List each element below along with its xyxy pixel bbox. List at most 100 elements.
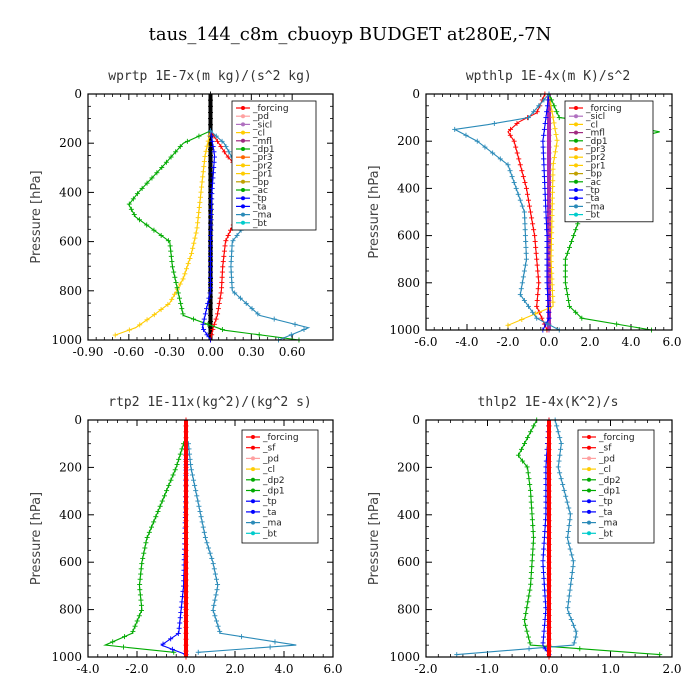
y-tick-label: 600 <box>397 555 420 569</box>
x-tick-label: 2.0 <box>225 662 244 676</box>
x-tick-label: 0.30 <box>238 345 265 359</box>
plot-frame <box>425 93 673 331</box>
legend-marker <box>241 130 245 135</box>
legend-marker <box>251 456 255 461</box>
legend-label: _dp1 <box>598 487 621 497</box>
panel-1: wprtp 1E-7x(m kg)/(s^2 kg) Pressure [hPa]… <box>29 69 334 359</box>
series-line-dp1 <box>507 93 548 331</box>
legend-label: _ac <box>252 186 268 196</box>
legend-label: _cl <box>262 465 275 475</box>
legend-label: _ta <box>252 202 267 212</box>
legend-label: _tp <box>585 186 600 196</box>
legend-label: _mfl <box>252 137 272 147</box>
panel-title: wprtp 1E-7x(m kg)/(s^2 kg) <box>108 69 312 84</box>
legend-label: _ta <box>262 508 277 518</box>
y-tick-label: 1000 <box>51 333 82 347</box>
legend-marker <box>251 509 255 514</box>
legend-marker <box>574 130 578 135</box>
legend-marker <box>587 509 591 514</box>
legend-marker <box>251 435 255 439</box>
x-tick-label: -4.0 <box>76 662 99 676</box>
legend-label: _forcing <box>585 104 622 114</box>
legend-label: _ma <box>252 211 272 221</box>
y-tick-label: 600 <box>397 229 420 243</box>
legend-label: _pr1 <box>252 170 273 180</box>
legend-label: _bp <box>252 178 269 188</box>
y-axis-label: Pressure [hPa] <box>367 492 382 585</box>
legend-marker <box>241 188 245 192</box>
x-tick-label: -1.0 <box>476 662 499 676</box>
plot-frame <box>87 419 334 658</box>
legend-label: _ta <box>598 508 613 518</box>
legend-label: _dp1 <box>585 137 608 147</box>
y-tick-label: 200 <box>59 460 82 474</box>
legend-label: _forcing <box>598 433 635 443</box>
x-tick-label: -2.0 <box>496 335 519 349</box>
y-tick-label: 0 <box>74 413 82 427</box>
x-tick-label: 4.0 <box>621 335 640 349</box>
legend-marker <box>587 477 591 482</box>
legend-label: _cl <box>598 465 611 475</box>
legend-label: _bt <box>262 529 277 539</box>
legend-marker <box>587 488 591 493</box>
legend-label: _sf <box>598 444 612 454</box>
panel-title: wpthlp 1E-4x(m K)/s^2 <box>466 69 630 84</box>
legend-marker <box>241 163 245 168</box>
legend-marker <box>574 106 578 110</box>
y-axis-label: Pressure [hPa] <box>367 165 382 258</box>
legend-label: _dp2 <box>598 476 621 486</box>
x-tick-label: -6.0 <box>414 335 437 349</box>
legend-marker <box>587 435 591 439</box>
y-tick-label: 1000 <box>389 650 420 664</box>
legend-marker <box>251 520 255 525</box>
legend-marker <box>587 445 591 450</box>
legend-label: _pr2 <box>252 161 273 171</box>
legend-label: _dp1 <box>262 487 285 497</box>
y-tick-label: 600 <box>59 555 82 569</box>
legend-marker <box>574 179 578 184</box>
legend-label: _sf <box>262 444 276 454</box>
plot-frame <box>425 419 673 658</box>
x-tick-label: 2.0 <box>580 335 599 349</box>
legend-label: _pr3 <box>252 153 273 163</box>
legend-label: _forcing <box>252 104 289 114</box>
y-tick-label: 800 <box>59 603 82 617</box>
legend-label: _ac <box>585 178 601 188</box>
legend-label: _mfl <box>585 129 605 139</box>
legend-marker <box>574 163 578 168</box>
y-axis-label: Pressure [hPa] <box>29 170 44 263</box>
legend-marker <box>241 155 245 160</box>
legend-box <box>241 429 319 544</box>
legend-box <box>577 429 655 544</box>
series-line-ac <box>128 130 300 341</box>
legend-label: _pd <box>598 454 615 464</box>
x-tick-label: 4.0 <box>274 662 293 676</box>
y-tick-label: 1000 <box>51 650 82 664</box>
y-tick-label: 0 <box>412 413 420 427</box>
legend-label: _bt <box>252 219 267 229</box>
legend-marker <box>241 138 245 143</box>
y-tick-label: 600 <box>59 235 82 249</box>
legend-label: _bt <box>585 211 600 221</box>
legend-label: _ma <box>598 519 618 529</box>
legend-marker <box>251 445 255 450</box>
legend-label: _bp <box>585 170 602 180</box>
legend-marker <box>251 477 255 482</box>
y-tick-label: 400 <box>397 181 420 195</box>
legend-label: _cl <box>585 120 598 130</box>
y-tick-label: 1000 <box>389 323 420 337</box>
legend-label: _cl <box>252 129 265 139</box>
legend-label: _pd <box>252 112 269 122</box>
legend-marker <box>241 114 245 119</box>
legend-label: _tp <box>598 497 613 507</box>
legend-label: _dp1 <box>252 145 275 155</box>
x-tick-label: -4.0 <box>455 335 478 349</box>
panel-title: rtp2 1E-11x(kg^2)/(kg^2 s) <box>108 395 312 410</box>
x-tick-label: -0.90 <box>73 345 104 359</box>
y-tick-label: 400 <box>397 508 420 522</box>
legend-marker <box>241 147 245 151</box>
legend-label: _pr3 <box>585 145 606 155</box>
y-tick-label: 200 <box>59 136 82 150</box>
panel-4: thlp2 1E-4x(K^2)/s Pressure [hPa] 0 200 400 6… <box>367 395 682 676</box>
